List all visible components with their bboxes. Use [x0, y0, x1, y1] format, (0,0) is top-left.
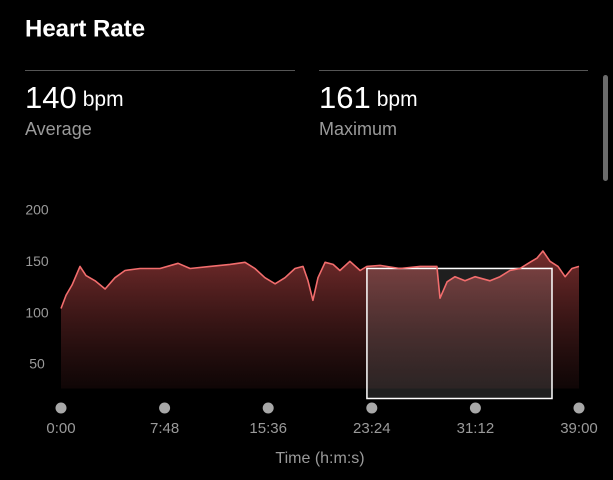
- x-tick-dot: [366, 402, 378, 414]
- y-tick-label: 50: [29, 356, 45, 372]
- stat-number: 140: [25, 80, 77, 115]
- x-tick-dot: [159, 402, 171, 414]
- stats: 140 bpm Average 161 bpm Maximum: [25, 80, 418, 139]
- x-tick-dot: [262, 402, 274, 414]
- y-tick-label: 200: [25, 202, 49, 218]
- stat-value: 140 bpm: [25, 80, 124, 115]
- scrollbar[interactable]: [603, 75, 608, 181]
- x-tick-dot: [573, 402, 585, 414]
- chart: 50 100 150 200 0:00 7:48 15:36 23:24 31:12 39:00 T…: [25, 202, 597, 468]
- stat-unit: bpm: [377, 88, 418, 111]
- x-tick-label: 31:12: [457, 420, 495, 437]
- x-tick-label: 0:00: [46, 420, 75, 437]
- stat-number: 161: [319, 80, 371, 115]
- page-title: Heart Rate: [25, 15, 145, 42]
- x-tick-label: 39:00: [560, 420, 598, 437]
- stat-unit: bpm: [83, 88, 124, 111]
- stat-label: Average: [25, 119, 92, 139]
- stat-value: 161 bpm: [319, 80, 418, 115]
- x-tick-dot: [55, 402, 67, 414]
- heart-rate-line: [60, 250, 580, 309]
- x-tick-label: 23:24: [353, 420, 391, 437]
- x-tick-label: 7:48: [150, 420, 179, 437]
- y-tick-label: 100: [25, 304, 49, 320]
- y-tick-label: 150: [25, 253, 49, 269]
- x-tick-label: 15:36: [249, 420, 287, 437]
- area-fill: [61, 251, 579, 389]
- selection-box: [366, 267, 553, 400]
- x-axis-title: Time (h:m:s): [275, 450, 364, 467]
- stat-label: Maximum: [319, 119, 397, 139]
- x-tick-dot: [469, 402, 481, 414]
